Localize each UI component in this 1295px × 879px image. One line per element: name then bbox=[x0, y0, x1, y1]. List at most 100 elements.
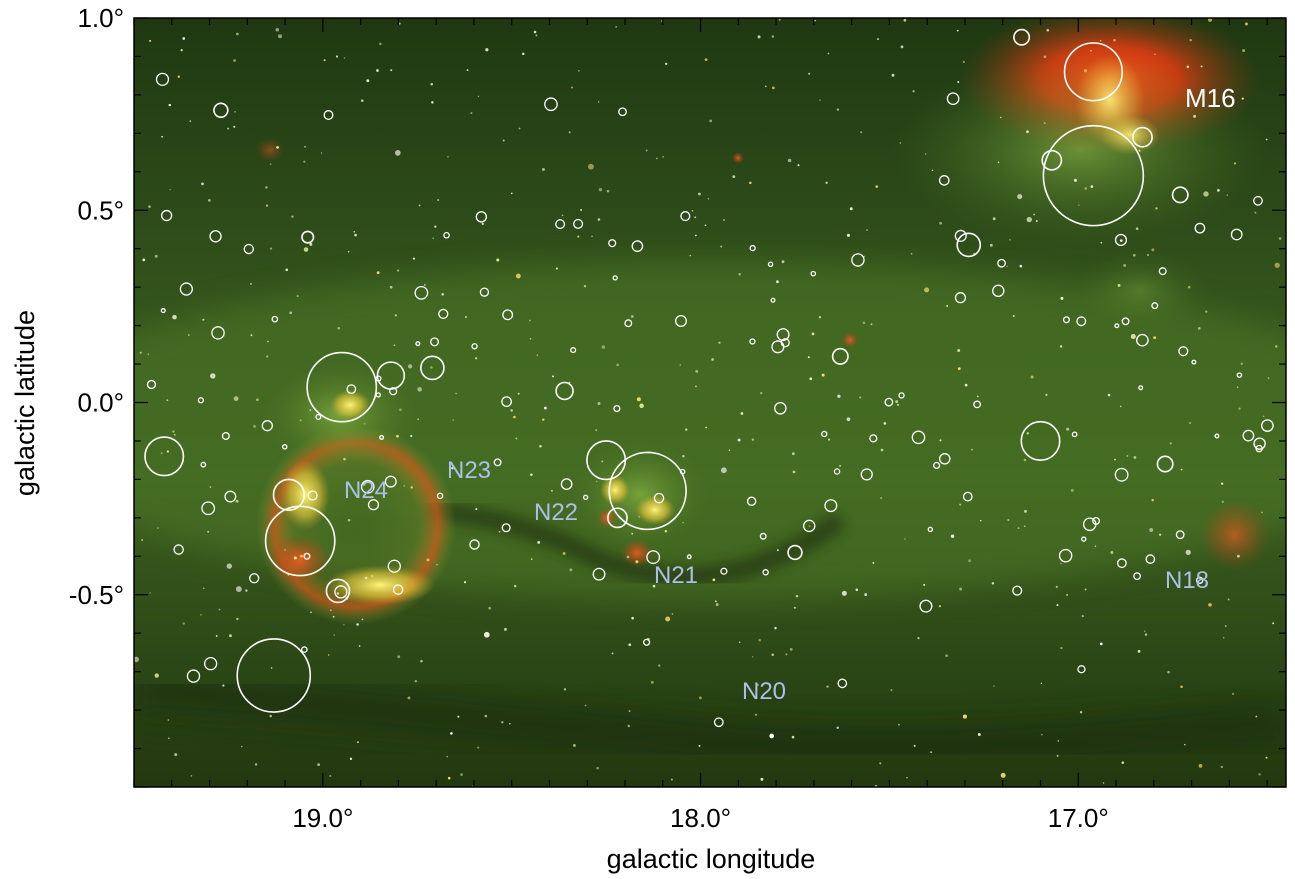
star bbox=[333, 634, 335, 636]
star bbox=[808, 356, 810, 358]
star bbox=[417, 387, 422, 392]
star bbox=[219, 609, 221, 611]
star bbox=[880, 497, 882, 499]
star bbox=[809, 525, 811, 527]
star bbox=[699, 696, 702, 699]
star bbox=[1136, 227, 1139, 230]
star bbox=[828, 53, 830, 55]
star bbox=[965, 384, 968, 387]
star bbox=[760, 778, 763, 781]
star bbox=[167, 450, 169, 452]
star bbox=[758, 35, 761, 38]
star bbox=[337, 592, 340, 595]
star bbox=[1232, 693, 1234, 695]
star bbox=[333, 616, 335, 618]
star bbox=[424, 284, 426, 286]
star bbox=[1066, 594, 1068, 596]
star bbox=[465, 316, 467, 318]
star bbox=[752, 656, 753, 657]
star bbox=[665, 63, 667, 65]
label-n23: N23 bbox=[447, 457, 491, 484]
red-region bbox=[256, 138, 284, 162]
star bbox=[1095, 545, 1096, 546]
star bbox=[1266, 757, 1268, 759]
star bbox=[906, 777, 908, 779]
star bbox=[395, 314, 397, 316]
star bbox=[877, 38, 879, 40]
star bbox=[1044, 55, 1047, 58]
star bbox=[1199, 764, 1203, 768]
star bbox=[509, 723, 511, 725]
star bbox=[563, 552, 566, 555]
star bbox=[635, 560, 638, 563]
star bbox=[426, 558, 429, 561]
star bbox=[149, 592, 150, 593]
star bbox=[1082, 615, 1084, 617]
star bbox=[898, 724, 900, 726]
star bbox=[1084, 69, 1087, 72]
star bbox=[448, 777, 451, 780]
star bbox=[863, 322, 866, 325]
star bbox=[628, 725, 630, 727]
star bbox=[477, 747, 479, 749]
star bbox=[771, 653, 774, 656]
star bbox=[1205, 311, 1207, 313]
star bbox=[1080, 711, 1082, 713]
star bbox=[464, 581, 466, 583]
star bbox=[300, 555, 303, 558]
y-tick-label: -0.5° bbox=[69, 580, 124, 610]
star bbox=[362, 619, 364, 621]
star bbox=[284, 549, 286, 551]
star bbox=[484, 632, 490, 638]
star bbox=[1027, 432, 1029, 434]
star bbox=[390, 69, 392, 71]
star bbox=[850, 207, 853, 210]
star bbox=[940, 439, 942, 441]
star bbox=[1071, 489, 1074, 492]
star bbox=[1120, 406, 1122, 408]
star bbox=[285, 268, 288, 271]
star bbox=[1060, 345, 1062, 347]
star bbox=[977, 396, 979, 398]
star bbox=[516, 274, 521, 279]
star bbox=[980, 520, 982, 522]
star bbox=[393, 344, 395, 346]
x-tick-label: 17.0° bbox=[1048, 803, 1109, 833]
star bbox=[303, 161, 305, 163]
star bbox=[1272, 622, 1274, 624]
star bbox=[959, 588, 962, 591]
star bbox=[172, 315, 177, 320]
star bbox=[1114, 459, 1116, 461]
star bbox=[917, 637, 919, 639]
star bbox=[596, 481, 598, 483]
star bbox=[348, 519, 350, 521]
star bbox=[662, 156, 664, 158]
star bbox=[1060, 297, 1063, 300]
star bbox=[376, 69, 379, 72]
star bbox=[478, 96, 479, 97]
star bbox=[792, 736, 795, 739]
star bbox=[1060, 563, 1061, 564]
star bbox=[828, 439, 830, 441]
star bbox=[1242, 49, 1245, 52]
star bbox=[612, 652, 614, 654]
star bbox=[914, 745, 916, 747]
star bbox=[963, 61, 965, 63]
star bbox=[671, 779, 673, 781]
star bbox=[665, 617, 670, 622]
star bbox=[866, 229, 868, 231]
star bbox=[577, 236, 579, 238]
star bbox=[514, 585, 516, 587]
star bbox=[350, 758, 352, 760]
n22-glow bbox=[570, 440, 710, 550]
star bbox=[174, 434, 176, 436]
star bbox=[599, 188, 602, 191]
star bbox=[245, 589, 247, 591]
star bbox=[1188, 286, 1191, 289]
star bbox=[270, 163, 272, 165]
star bbox=[628, 643, 631, 646]
star bbox=[1237, 386, 1239, 388]
star bbox=[1145, 633, 1147, 635]
star bbox=[183, 622, 185, 624]
